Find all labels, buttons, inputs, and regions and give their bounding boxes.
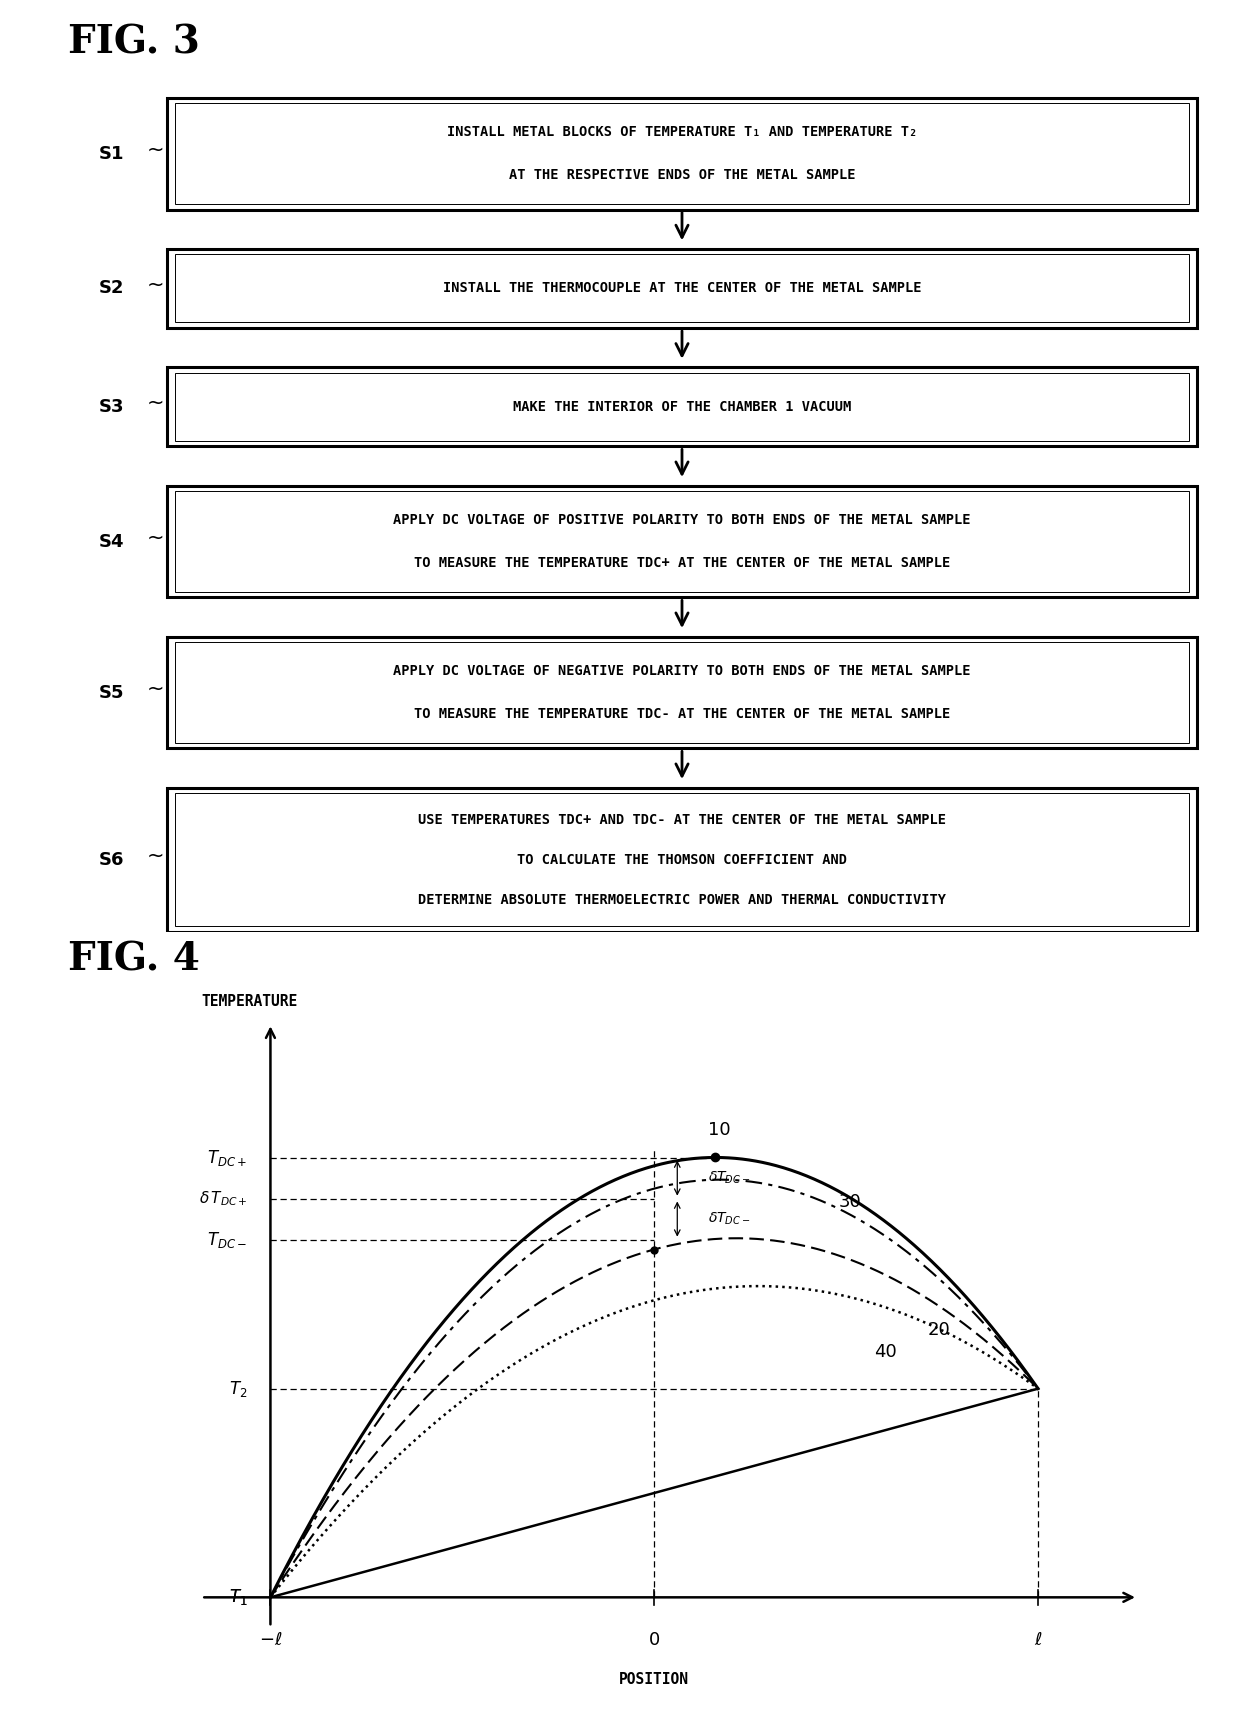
Text: MAKE THE INTERIOR OF THE CHAMBER 1 VACUUM: MAKE THE INTERIOR OF THE CHAMBER 1 VACUU…	[513, 400, 851, 414]
Text: INSTALL THE THERMOCOUPLE AT THE CENTER OF THE METAL SAMPLE: INSTALL THE THERMOCOUPLE AT THE CENTER O…	[443, 281, 921, 295]
Bar	[175, 794, 1189, 927]
Text: S2: S2	[99, 280, 124, 297]
Bar	[167, 485, 1197, 597]
Text: 40: 40	[874, 1343, 897, 1360]
Text: ~: ~	[146, 528, 164, 547]
Text: ~: ~	[146, 846, 164, 866]
Text: $T_1$: $T_1$	[229, 1588, 248, 1607]
Text: AT THE RESPECTIVE ENDS OF THE METAL SAMPLE: AT THE RESPECTIVE ENDS OF THE METAL SAMP…	[508, 169, 856, 183]
Bar	[167, 368, 1197, 447]
Text: 30: 30	[839, 1193, 862, 1212]
Bar	[167, 637, 1197, 749]
Text: APPLY DC VOLTAGE OF NEGATIVE POLARITY TO BOTH ENDS OF THE METAL SAMPLE: APPLY DC VOLTAGE OF NEGATIVE POLARITY TO…	[393, 665, 971, 678]
Text: S3: S3	[99, 397, 124, 416]
Text: 10: 10	[708, 1120, 730, 1139]
Text: POSITION: POSITION	[619, 1672, 689, 1686]
Text: $\delta T_{DC-}$: $\delta T_{DC-}$	[708, 1170, 750, 1186]
Text: TEMPERATURE: TEMPERATURE	[201, 994, 298, 1008]
Text: S6: S6	[99, 851, 124, 868]
Text: FIG. 3: FIG. 3	[68, 24, 200, 62]
Text: INSTALL METAL BLOCKS OF TEMPERATURE T₁ AND TEMPERATURE T₂: INSTALL METAL BLOCKS OF TEMPERATURE T₁ A…	[446, 126, 918, 140]
Bar	[175, 492, 1189, 592]
Text: ~: ~	[146, 394, 164, 413]
Text: TO MEASURE THE TEMPERATURE TDC- AT THE CENTER OF THE METAL SAMPLE: TO MEASURE THE TEMPERATURE TDC- AT THE C…	[414, 708, 950, 721]
Bar	[175, 642, 1189, 742]
Bar	[175, 254, 1189, 323]
Text: DETERMINE ABSOLUTE THERMOELECTRIC POWER AND THERMAL CONDUCTIVITY: DETERMINE ABSOLUTE THERMOELECTRIC POWER …	[418, 892, 946, 906]
Text: ~: ~	[146, 140, 164, 161]
Bar	[175, 104, 1189, 204]
Text: S5: S5	[99, 683, 124, 701]
Bar	[167, 787, 1197, 932]
Text: $T_2$: $T_2$	[229, 1379, 248, 1398]
Text: APPLY DC VOLTAGE OF POSITIVE POLARITY TO BOTH ENDS OF THE METAL SAMPLE: APPLY DC VOLTAGE OF POSITIVE POLARITY TO…	[393, 513, 971, 526]
Text: $-\ell$: $-\ell$	[259, 1631, 283, 1648]
Text: $\delta\,T_{DC+}$: $\delta\,T_{DC+}$	[198, 1189, 248, 1208]
Text: $T_1$: $T_1$	[229, 1588, 248, 1607]
Text: $0$: $0$	[649, 1631, 660, 1648]
Bar	[175, 373, 1189, 440]
Text: $T_{DC+}$: $T_{DC+}$	[207, 1148, 248, 1167]
Bar	[167, 249, 1197, 328]
Text: FIG. 4: FIG. 4	[68, 941, 200, 979]
Text: $\ell$: $\ell$	[1034, 1631, 1043, 1648]
Text: 20: 20	[928, 1322, 950, 1339]
Text: $\delta T_{DC-}$: $\delta T_{DC-}$	[708, 1212, 750, 1227]
Text: USE TEMPERATURES TDC+ AND TDC- AT THE CENTER OF THE METAL SAMPLE: USE TEMPERATURES TDC+ AND TDC- AT THE CE…	[418, 813, 946, 827]
Text: ~: ~	[146, 274, 164, 295]
Bar	[167, 98, 1197, 211]
Text: S1: S1	[99, 145, 124, 162]
Text: TO MEASURE THE TEMPERATURE TDC+ AT THE CENTER OF THE METAL SAMPLE: TO MEASURE THE TEMPERATURE TDC+ AT THE C…	[414, 556, 950, 570]
Text: $T_{DC-}$: $T_{DC-}$	[207, 1229, 248, 1250]
Text: TO CALCULATE THE THOMSON COEFFICIENT AND: TO CALCULATE THE THOMSON COEFFICIENT AND	[517, 853, 847, 866]
Text: ~: ~	[146, 678, 164, 699]
Text: S4: S4	[99, 533, 124, 551]
